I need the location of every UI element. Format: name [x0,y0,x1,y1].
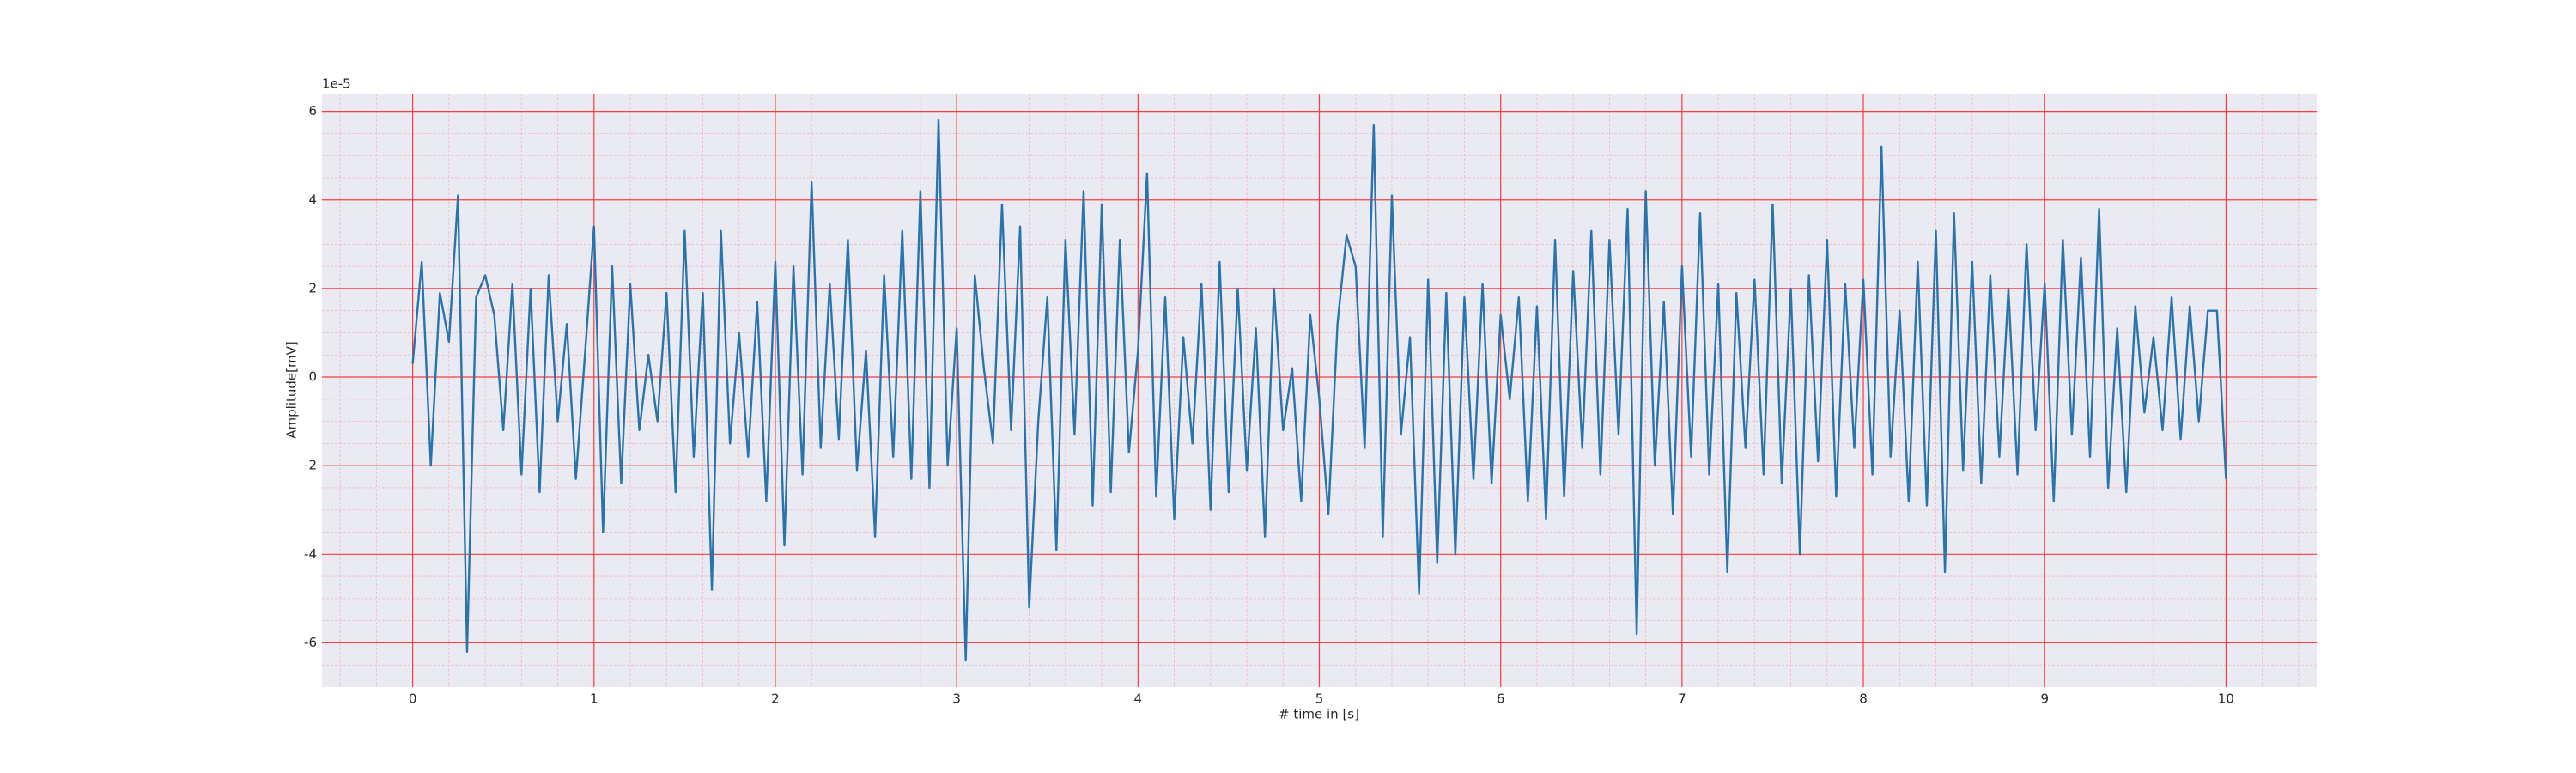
x-tick-label: 1 [590,691,598,707]
signal-line [411,119,2227,662]
y-tick-label: 4 [308,192,317,207]
y-tick-label: 0 [308,369,317,385]
y-tick-label: -2 [304,458,317,473]
x-tick-label: 7 [1678,691,1686,707]
x-tick-label: 4 [1134,691,1143,707]
plot-area [411,119,2227,662]
y-tick-label: -6 [304,635,317,650]
y-tick-label: 6 [308,103,317,119]
x-tick-label: 10 [2218,691,2234,707]
x-tick-label: 9 [2040,691,2049,707]
x-tick-label: 6 [1497,691,1505,707]
major-grid [322,94,2317,687]
x-tick-label: 2 [771,691,780,707]
y-tick-label: -4 [304,546,317,562]
x-axis-label: # time in [s] [1279,707,1359,722]
x-tick-label: 3 [952,691,961,707]
x-tick-label: 5 [1315,691,1324,707]
x-tick-label: 8 [1859,691,1868,707]
x-tick-label: 0 [409,691,417,707]
offset-label: 1e-5 [322,76,351,92]
y-axis-label: Amplitude[mV] [284,341,300,438]
y-tick-label: 2 [308,280,317,295]
